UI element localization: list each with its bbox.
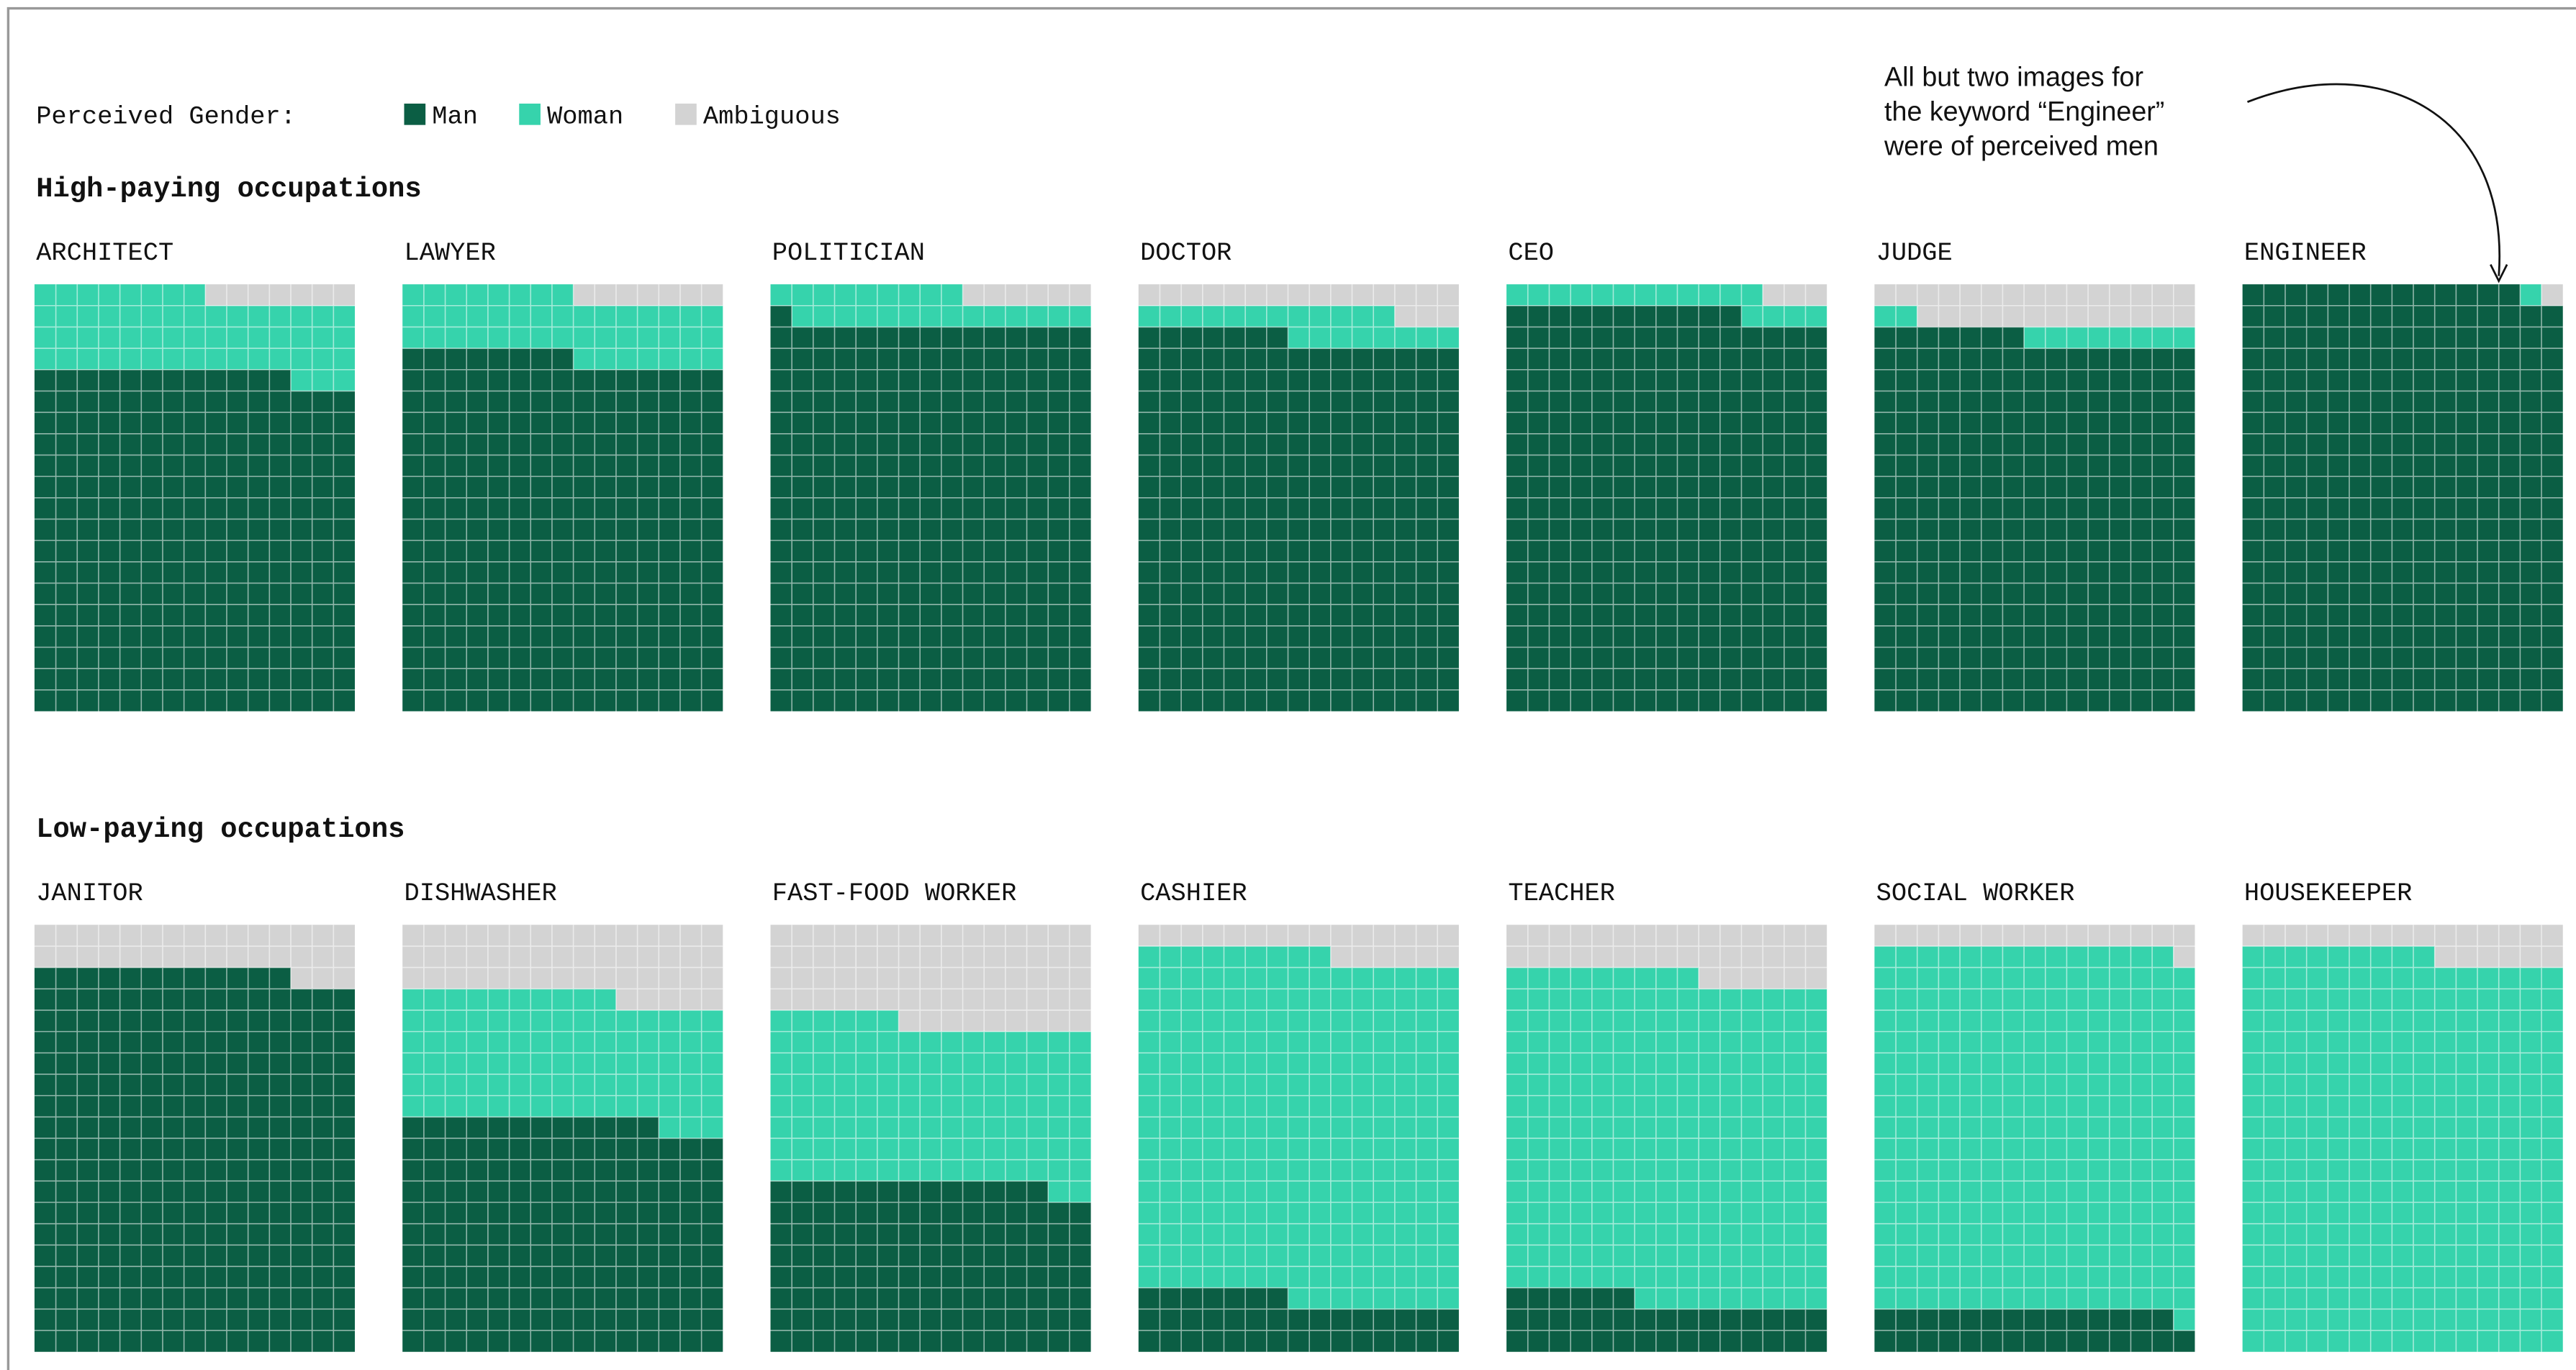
cell-grid (1506, 284, 1827, 712)
waffle-segment (770, 1010, 1091, 1202)
cell-grid (34, 284, 356, 712)
waffle-segment (34, 925, 356, 989)
legend-swatch (675, 103, 697, 125)
legend-title: Perceived Gender: (36, 103, 296, 132)
panel-label: ARCHITECT (36, 239, 173, 268)
waffle-segment (2520, 284, 2542, 306)
group-title: Low-paying occupations (36, 814, 405, 845)
panel-label: SOCIAL WORKER (1876, 879, 2075, 908)
cell-grid (770, 284, 1091, 712)
cell-grid (2242, 925, 2563, 1352)
panel-label: JANITOR (36, 879, 143, 908)
waffle-segment (1506, 305, 1827, 712)
waffle-segment (402, 989, 723, 1138)
panel-label: ENGINEER (2244, 239, 2367, 268)
cell-grid (1874, 925, 2195, 1352)
waffle-segment (1506, 925, 1827, 989)
annotation: were of perceived men (1884, 131, 2159, 161)
arrow-head (2490, 264, 2508, 283)
waffle-segment (1138, 1287, 1459, 1352)
waffle-segment (402, 1117, 723, 1352)
panel-label: POLITICIAN (772, 239, 925, 268)
group-title: High-paying occupations (36, 173, 421, 205)
waffle-segment (573, 284, 723, 306)
waffle-segment (1138, 945, 1459, 1310)
panel-label: HOUSEKEEPER (2244, 879, 2412, 908)
panel-label: JUDGE (1876, 239, 1953, 268)
waffle-segment (770, 305, 1091, 712)
waffle-segment (1506, 1287, 1827, 1352)
cell-grid (770, 925, 1091, 1352)
panel-label: DOCTOR (1140, 239, 1231, 268)
legend-swatch (404, 103, 426, 125)
legend-label: Woman (547, 103, 623, 132)
panel-label: TEACHER (1508, 879, 1615, 908)
annotation-arrow (2246, 83, 2501, 276)
cell-grid (402, 284, 723, 712)
waffle-segment (205, 284, 356, 306)
waffle-segment (402, 348, 723, 712)
cell-grid (1874, 284, 2195, 712)
cell-grid (402, 925, 723, 1352)
waffle-segment (2242, 945, 2563, 1352)
cell-grid (1138, 925, 1459, 1352)
cell-grid (2242, 284, 2563, 712)
panel-label: CASHIER (1140, 879, 1247, 908)
waffle-segment (1763, 284, 1827, 306)
annotation: All but two images for (1884, 62, 2143, 92)
panel-label: FAST-FOOD WORKER (772, 879, 1017, 908)
waffle-segment (770, 925, 1091, 1032)
frame (6, 6, 2576, 1370)
cell-grid (1138, 284, 1459, 712)
annotation: the keyword “Engineer” (1884, 96, 2164, 127)
cell-grid (34, 925, 356, 1352)
cell-grid (1506, 925, 1827, 1352)
legend-label: Man (432, 103, 478, 132)
legend-label: Ambiguous (703, 103, 841, 132)
legend-swatch (519, 103, 541, 125)
waffle-segment (34, 284, 356, 391)
panel-label: LAWYER (405, 239, 496, 268)
panel-label: CEO (1508, 239, 1554, 268)
waffle-segment (2541, 284, 2563, 306)
panel-label: DISHWASHER (405, 879, 557, 908)
